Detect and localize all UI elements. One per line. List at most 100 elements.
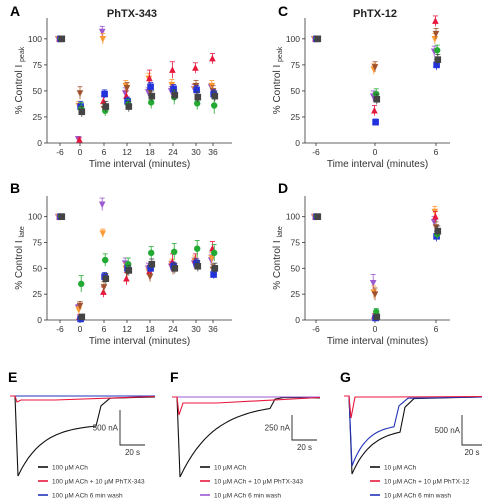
y-tick-label: 100 (286, 212, 300, 222)
x-tick-label: -6 (56, 147, 64, 157)
data-point (208, 255, 216, 262)
data-point (434, 227, 442, 235)
series (311, 205, 439, 299)
trace-antagonist (10, 395, 156, 403)
legend-label: 10 µM ACh (384, 465, 417, 472)
x-tick-label: -6 (312, 324, 320, 334)
series (57, 35, 217, 112)
y-tick-label: 25 (291, 289, 301, 299)
data-point (125, 267, 133, 274)
series (54, 197, 215, 312)
legend-label: 100 µM ACh 6 min wash (52, 493, 123, 499)
trace-panel-e: E 500 nA 20 s 100 µM ACh 100 µM ACh + 10 µM … (8, 369, 156, 499)
data-point (148, 92, 156, 100)
data-point (76, 136, 83, 143)
y-tick-label: 75 (33, 238, 43, 248)
y-tick-label: 100 (286, 34, 300, 44)
data-point (78, 280, 85, 288)
panel-label: C (278, 3, 288, 19)
y-tick-label: 0 (295, 138, 300, 148)
y-axis-label: % Control I peak (14, 46, 26, 114)
data-point (171, 265, 179, 272)
data-point (373, 308, 380, 315)
data-point (98, 28, 106, 36)
x-tick-label: 6 (102, 324, 107, 334)
data-point (101, 90, 108, 98)
y-axis-label-main: % Control I (272, 238, 283, 290)
x-tick-label: 12 (122, 147, 132, 157)
data-point (193, 86, 200, 94)
data-point (168, 81, 176, 89)
series (314, 213, 441, 315)
series (58, 35, 219, 117)
scale-time-label: 20 s (464, 448, 479, 457)
data-point (373, 95, 381, 103)
data-point (208, 82, 216, 90)
x-tick-label: -6 (312, 147, 320, 157)
scale-time-label: 20 s (125, 448, 140, 457)
x-axis-label: Time interval (minutes) (327, 336, 428, 347)
series (54, 25, 215, 143)
scale-bar (291, 415, 317, 441)
panel-label: A (10, 3, 20, 19)
series (313, 213, 440, 322)
x-tick-label: 30 (191, 324, 201, 334)
series (55, 213, 216, 314)
x-tick-label: 0 (373, 324, 378, 334)
y-tick-label: 25 (291, 112, 301, 122)
data-point (123, 84, 131, 92)
y-tick-label: 75 (291, 60, 301, 70)
data-point (98, 201, 106, 209)
panel-title: PhTX-12 (353, 8, 397, 20)
y-axis-label-subscript: peak (277, 46, 284, 62)
scale-time-label: 20 s (297, 443, 312, 452)
data-point (147, 83, 154, 91)
data-point (58, 35, 66, 43)
data-point (194, 100, 201, 107)
data-point (314, 213, 322, 220)
scale-bar (119, 410, 145, 446)
data-point (76, 90, 84, 97)
series (314, 35, 442, 105)
data-point (123, 274, 130, 282)
legend-label: 100 µM ACh (52, 465, 88, 472)
scale-bar (461, 415, 482, 446)
data-point (102, 256, 109, 264)
data-point (371, 64, 379, 71)
data-point (171, 91, 179, 99)
data-point (434, 47, 441, 54)
panel-label: F (170, 369, 179, 385)
y-axis-label: % Control I late (272, 226, 284, 290)
data-point (371, 106, 378, 114)
y-tick-label: 50 (33, 86, 43, 96)
data-point (371, 291, 379, 298)
data-point (194, 245, 201, 252)
y-tick-label: 0 (295, 315, 300, 325)
x-axis-label: Time interval (minutes) (327, 159, 428, 170)
y-axis-label-main: % Control I (14, 62, 25, 114)
panel-label: B (10, 180, 20, 196)
data-point (210, 271, 217, 278)
series (58, 213, 219, 321)
scale-current-label: 250 nA (265, 424, 291, 433)
data-point (99, 36, 107, 43)
panel-label: G (340, 369, 351, 385)
data-point (148, 249, 155, 257)
y-axis-label-subscript: late (277, 226, 284, 237)
panel-d: D 0 25 50 75 100 -6 0 6 Time interval (minutes) % … (272, 180, 450, 347)
series (58, 213, 218, 293)
trace-antagonist (172, 396, 321, 416)
trace-control (344, 395, 483, 475)
data-point (431, 208, 439, 216)
data-point (434, 56, 442, 63)
trace-wash (344, 395, 483, 467)
series (310, 213, 438, 292)
data-point (125, 103, 133, 110)
data-point (76, 302, 84, 310)
data-point (102, 103, 110, 110)
data-point (146, 273, 154, 281)
x-tick-label: 6 (434, 324, 439, 334)
data-point (170, 85, 177, 93)
data-point (148, 99, 155, 106)
